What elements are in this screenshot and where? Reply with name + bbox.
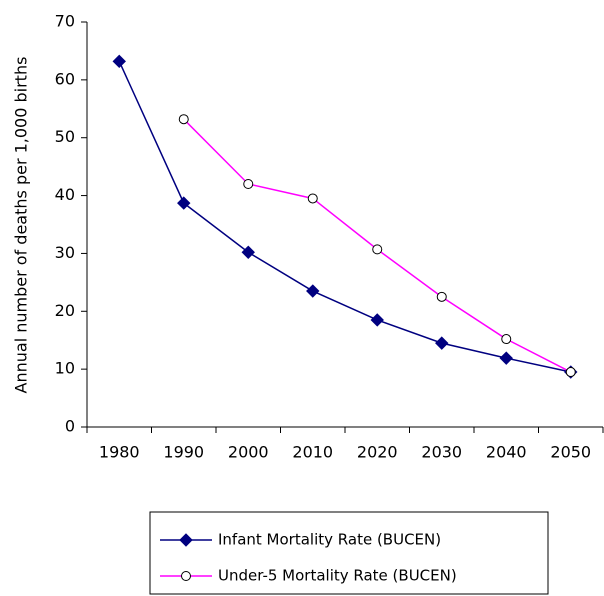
y-tick-label: 40	[55, 185, 75, 204]
x-tick-label: 2000	[228, 443, 269, 462]
marker	[565, 367, 576, 378]
marker	[306, 284, 320, 298]
y-tick-label: 10	[55, 359, 75, 378]
marker	[178, 114, 189, 125]
x-tick-label: 1980	[99, 443, 140, 462]
marker	[370, 313, 384, 327]
y-tick-label: 60	[55, 69, 75, 88]
marker	[501, 334, 512, 345]
legend-marker	[181, 571, 191, 581]
marker	[435, 336, 449, 350]
x-tick-label: 1990	[163, 443, 204, 462]
y-tick-label: 70	[55, 12, 75, 31]
legend-label: Under-5 Mortality Rate (BUCEN)	[218, 567, 457, 585]
x-tick-label: 2020	[357, 443, 398, 462]
series-line	[118, 61, 571, 373]
x-tick-label: 2040	[486, 443, 527, 462]
marker	[112, 54, 126, 69]
marker	[436, 291, 447, 302]
y-tick-label: 0	[65, 417, 75, 436]
y-tick-label: 20	[55, 301, 75, 320]
marker	[372, 244, 383, 255]
marker	[177, 196, 191, 210]
y-axis-label: Annual number of deaths per 1,000 births	[12, 57, 31, 394]
x-tick-label: 2010	[292, 443, 333, 462]
x-tick-label: 2030	[421, 443, 462, 462]
y-tick-label: 50	[55, 127, 75, 146]
marker	[241, 245, 255, 259]
legend-marker	[179, 533, 193, 547]
marker	[499, 351, 513, 365]
marker	[307, 193, 318, 204]
legend-box	[149, 511, 549, 595]
legend-label: Infant Mortality Rate (BUCEN)	[218, 531, 441, 549]
marker	[243, 179, 254, 189]
legend: Infant Mortality Rate (BUCEN) Under-5 Mor…	[149, 511, 549, 595]
x-tick-label: 2050	[550, 443, 591, 462]
y-tick-label: 30	[55, 243, 75, 262]
